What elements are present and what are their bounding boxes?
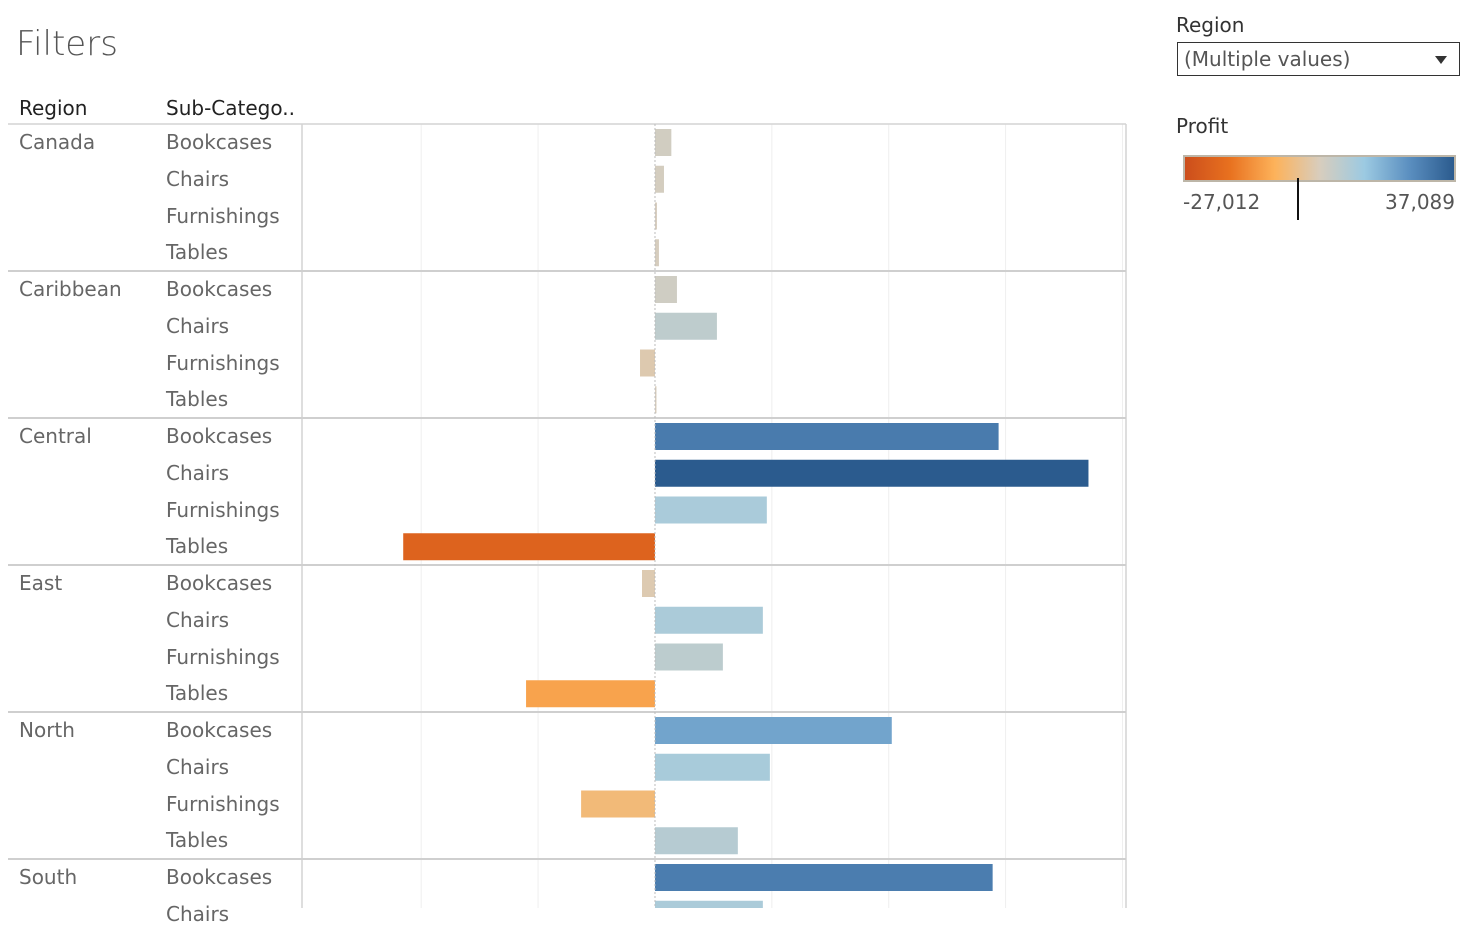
bar-east-chairs xyxy=(654,606,763,634)
bar-north-tables xyxy=(654,827,738,855)
bar-south-chairs xyxy=(654,900,763,908)
subcategory-label: Bookcases xyxy=(166,277,273,301)
bar-caribbean-bookcases xyxy=(654,276,677,303)
bar-caribbean-tables xyxy=(654,386,657,414)
region-label: Caribbean xyxy=(19,277,122,301)
bar-central-bookcases xyxy=(654,423,999,450)
bar-east-tables xyxy=(526,680,655,708)
profit-bar-chart xyxy=(8,123,1127,908)
subcategory-label: Tables xyxy=(166,681,229,706)
bar-canada-furnishings xyxy=(654,202,657,230)
subcategory-label: Bookcases xyxy=(166,130,273,154)
header-region[interactable]: Region xyxy=(19,96,88,120)
subcategory-label: Bookcases xyxy=(166,718,273,742)
subcategory-label: Tables xyxy=(166,240,229,265)
bar-caribbean-furnishings xyxy=(640,349,655,377)
subcategory-label: Chairs xyxy=(166,313,230,338)
subcategory-label: Chairs xyxy=(166,607,230,632)
subcategory-label: Tables xyxy=(166,387,229,412)
bar-south-bookcases xyxy=(654,864,993,891)
subcategory-label: Furnishings xyxy=(166,644,280,669)
region-label: North xyxy=(19,718,75,742)
bar-caribbean-chairs xyxy=(654,312,717,340)
profit-legend-title: Profit xyxy=(1176,114,1229,138)
header-subcategory[interactable]: Sub-Catego.. xyxy=(166,96,295,120)
subcategory-label: Furnishings xyxy=(166,791,280,816)
subcategory-label: Bookcases xyxy=(166,424,273,448)
bar-north-bookcases xyxy=(654,717,892,744)
region-filter-dropdown[interactable]: (Multiple values) xyxy=(1177,42,1460,76)
subcategory-label: Furnishings xyxy=(166,203,280,228)
legend-max: 37,089 xyxy=(1385,190,1455,214)
bar-central-tables xyxy=(403,533,655,561)
subcategory-label: Chairs xyxy=(166,166,230,191)
bar-canada-chairs xyxy=(654,165,664,193)
subcategory-label: Bookcases xyxy=(166,865,273,889)
bar-canada-tables xyxy=(654,239,659,267)
region-filter-value: (Multiple values) xyxy=(1184,47,1351,71)
subcategory-label: Bookcases xyxy=(166,571,273,595)
bar-canada-bookcases xyxy=(654,129,672,156)
subcategory-label: Chairs xyxy=(166,460,230,485)
bar-north-chairs xyxy=(654,753,770,781)
region-label: Canada xyxy=(19,130,96,154)
subcategory-label: Chairs xyxy=(166,754,230,779)
bar-east-furnishings xyxy=(654,643,723,671)
chevron-down-icon[interactable] xyxy=(1435,56,1447,64)
bar-central-chairs xyxy=(654,459,1089,487)
legend-min: -27,012 xyxy=(1183,190,1261,214)
subcategory-label: Tables xyxy=(166,534,229,559)
profit-color-ramp xyxy=(1183,155,1456,182)
subcategory-label: Tables xyxy=(166,828,229,853)
subcategory-label: Furnishings xyxy=(166,497,280,522)
bar-north-furnishings xyxy=(581,790,655,818)
region-filter-label: Region xyxy=(1176,13,1245,37)
legend-zero-marker xyxy=(1297,178,1299,220)
region-label: South xyxy=(19,865,78,889)
dashboard-title: Filters xyxy=(16,24,118,64)
region-label: East xyxy=(19,571,63,595)
region-label: Central xyxy=(19,424,92,448)
bar-east-bookcases xyxy=(642,570,655,597)
subcategory-label: Furnishings xyxy=(166,350,280,375)
subcategory-label: Chairs xyxy=(166,901,230,926)
bar-central-furnishings xyxy=(654,496,767,524)
